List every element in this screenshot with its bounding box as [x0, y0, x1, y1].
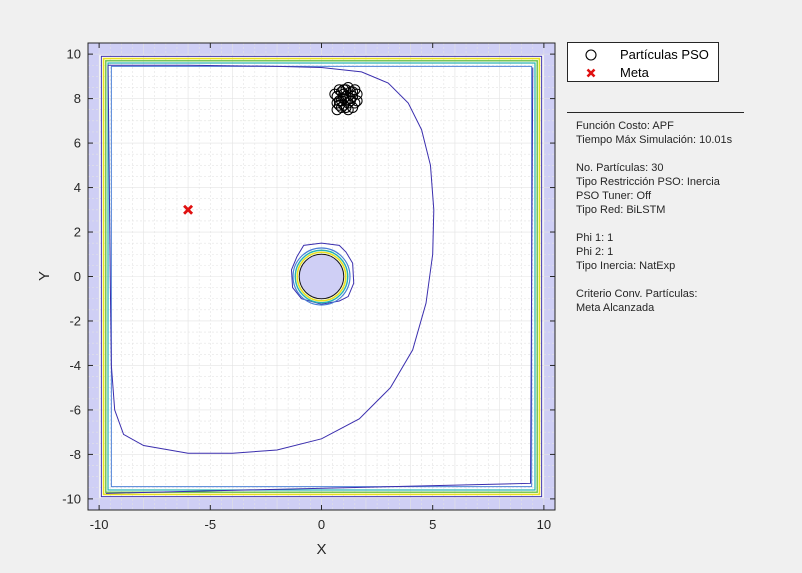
particle-point — [342, 104, 354, 116]
particle-point — [338, 93, 350, 105]
boundary-contour — [100, 55, 543, 498]
legend-item-goal: Meta — [568, 64, 718, 82]
annotation-line: Phi 1: 1 — [576, 232, 614, 244]
contours — [100, 55, 543, 498]
y-tick-label: -10 — [62, 491, 81, 506]
annotation-line: Tipo Inercia: NatExp — [576, 260, 676, 272]
annotation-spacer — [576, 147, 796, 161]
boundary-contour-inner — [105, 67, 534, 494]
y-tick-label: 8 — [74, 91, 81, 106]
particle-point — [351, 95, 363, 107]
particle-point — [340, 84, 352, 96]
goal-point — [183, 204, 194, 215]
obstacle-circle — [298, 253, 345, 300]
circle-marker-icon — [585, 49, 597, 61]
y-tick-label: -2 — [69, 313, 81, 328]
y-axis-label: Y — [36, 271, 53, 281]
y-tick-label: -4 — [69, 358, 81, 373]
obstacle-contour — [290, 242, 355, 305]
legend: Partículas PSO Meta — [567, 42, 719, 82]
obstacle-ring-yellow — [296, 251, 347, 302]
particle-point — [344, 95, 356, 107]
annotation-line: Tipo Red: BiLSTM — [576, 204, 666, 216]
potential-contour — [107, 64, 435, 454]
legend-item-particles: Partículas PSO — [568, 46, 718, 64]
annotation-line: Tipo Restricción PSO: Inercia — [576, 176, 720, 188]
obstacle-ring-blue — [292, 247, 351, 306]
x-tick-label: 0 — [318, 517, 325, 532]
y-tick-label: -8 — [69, 447, 81, 462]
legend-label-particles: Partículas PSO — [620, 47, 709, 62]
annotation-line: Tiempo Máx Simulación: 10.01s — [576, 134, 733, 146]
annotation-line: Phi 2: 1 — [576, 246, 614, 258]
annotation-divider — [567, 112, 744, 113]
particles — [329, 81, 363, 116]
boundary-contour — [107, 62, 536, 491]
x-axis-label: X — [316, 541, 326, 558]
plot-area: -10 -5 0 5 10 -10 -8 -6 -4 -2 0 2 4 6 8 10 — [62, 42, 556, 532]
annotation-line: Meta Alcanzada — [576, 302, 655, 314]
legend-label-goal: Meta — [620, 65, 649, 80]
annotation-line: Función Costo: APF — [576, 120, 674, 132]
simulation-info: Función Costo: APF Tiempo Máx Simulación:… — [576, 119, 796, 315]
particle-point — [336, 101, 348, 113]
y-tick-label: 4 — [74, 180, 81, 195]
particle-point — [349, 84, 361, 96]
goal-marker — [183, 204, 194, 215]
y-tick-label: 6 — [74, 136, 81, 151]
y-tick-label: -6 — [69, 402, 81, 417]
annotation-line: Criterio Conv. Partículas: — [576, 288, 698, 300]
obstacle — [290, 242, 355, 306]
annotation-line: PSO Tuner: Off — [576, 190, 651, 202]
annotation-spacer — [576, 273, 796, 287]
particle-point — [333, 84, 345, 96]
x-tick-label: -5 — [205, 517, 217, 532]
y-tick-label: 2 — [74, 225, 81, 240]
grid — [88, 43, 555, 510]
x-tick-label: 10 — [537, 517, 551, 532]
x-tick-label: -10 — [90, 517, 109, 532]
particle-point — [329, 88, 341, 100]
annotation-line: No. Partículas: 30 — [576, 162, 664, 174]
y-tick-label: 10 — [67, 47, 81, 62]
annotation-spacer — [576, 217, 796, 231]
particle-point — [340, 90, 352, 102]
ticks: -10 -5 0 5 10 -10 -8 -6 -4 -2 0 2 4 6 8 10 — [62, 43, 555, 532]
y-tick-label: 0 — [74, 269, 81, 284]
boundary-contour — [102, 57, 541, 496]
x-tick-label: 5 — [429, 517, 436, 532]
boundary-contour — [105, 60, 538, 493]
obstacle-ring-cyan — [294, 249, 349, 304]
x-marker-icon — [586, 68, 596, 78]
